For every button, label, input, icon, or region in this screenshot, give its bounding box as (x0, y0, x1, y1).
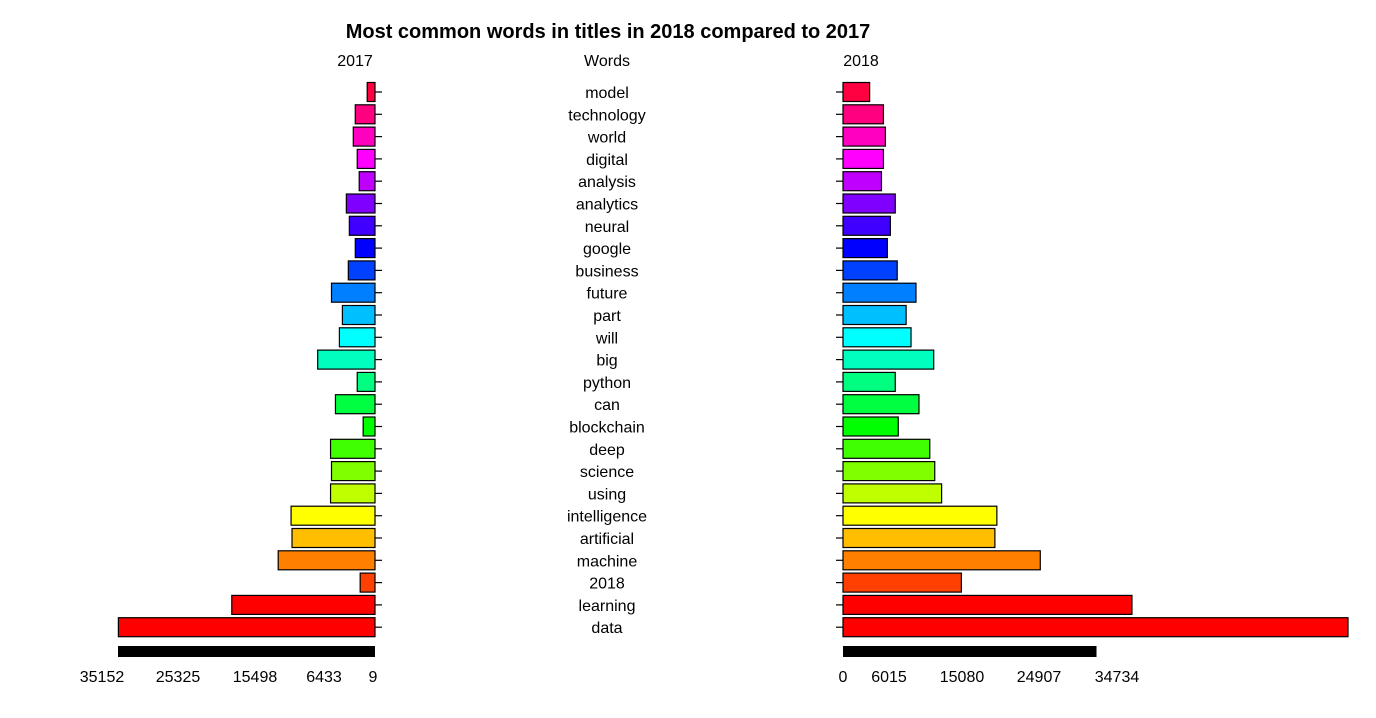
bar-2017-machine (277, 550, 376, 571)
bar-2018-using (842, 483, 943, 504)
bar-2017-analysis (358, 171, 376, 192)
bar-2017-model (366, 81, 376, 103)
word-label-world: world (587, 130, 626, 147)
bar-2017-intelligence (290, 505, 376, 526)
right-axis-tick-label: 34734 (1095, 669, 1140, 686)
word-labels-group: model technology world digital analysis analy… (567, 85, 647, 637)
bar-2018-deep (842, 438, 931, 459)
right-axis-tick-label: 0 (839, 669, 848, 686)
bar-2018-data (842, 617, 1349, 638)
word-label-google: google (583, 241, 631, 258)
left-axis-tick-label: 25325 (156, 669, 201, 686)
bar-2017-learning (231, 594, 376, 616)
bar-2017-data (117, 617, 376, 638)
word-label-part: part (593, 308, 621, 325)
word-label-deep: deep (589, 442, 625, 459)
word-label-big: big (596, 353, 617, 370)
bar-2017-will (338, 327, 376, 348)
bar-2017-world (352, 126, 376, 147)
bar-2018-python (842, 371, 896, 392)
word-label-learning: learning (579, 598, 636, 615)
bar-2017-neural (348, 215, 376, 236)
bar-2017-artificial (291, 527, 376, 549)
word-label-analytics: analytics (576, 197, 638, 214)
bar-2017-blockchain (362, 416, 376, 437)
word-label-data: data (591, 620, 622, 637)
bar-2018-science (842, 461, 936, 482)
bar-2018-analysis (842, 171, 883, 192)
left-axis: 35152 25325 15498 6433 9 (80, 646, 378, 686)
bar-2018-2018 (842, 572, 962, 593)
bar-2018-model (842, 81, 871, 103)
word-label-model: model (585, 85, 629, 102)
bar-2018-google (842, 238, 888, 259)
word-label-using: using (588, 486, 626, 503)
bar-2018-blockchain (842, 416, 899, 437)
word-label-blockchain: blockchain (569, 420, 645, 437)
word-label-future: future (587, 286, 628, 303)
word-label-business: business (575, 263, 638, 280)
bar-2017-python (356, 371, 376, 392)
right-axis-tick-label: 24907 (1017, 669, 1062, 686)
bar-2018-machine (842, 550, 1041, 571)
bar-2017-using (329, 483, 376, 504)
bar-2018-big (842, 349, 935, 370)
word-label-artificial: artificial (580, 531, 634, 548)
right-axis-line (843, 646, 1097, 657)
left-axis-line (118, 646, 375, 657)
left-axis-tick-label: 9 (369, 669, 378, 686)
bar-2018-analytics (842, 193, 896, 214)
header-left-year: 2017 (337, 53, 373, 70)
bar-2017-google (354, 238, 376, 259)
bar-2017-future (330, 282, 376, 303)
header-words: Words (584, 53, 630, 70)
bar-2017-can (334, 394, 376, 415)
bar-2018-part (842, 304, 907, 326)
word-label-digital: digital (586, 152, 628, 169)
right-bars-group (836, 81, 1349, 638)
left-bars-group (117, 81, 382, 638)
bar-2017-part (341, 304, 376, 326)
bar-2017-2018 (359, 572, 376, 593)
bar-2017-digital (356, 148, 376, 169)
word-label-python: python (583, 375, 631, 392)
left-axis-tick-label: 35152 (80, 669, 125, 686)
word-label-science: science (580, 464, 634, 481)
right-axis: 0 6015 15080 24907 34734 (839, 646, 1140, 686)
word-label-analysis: analysis (578, 174, 636, 191)
bar-2018-world (842, 126, 887, 147)
word-label-can: can (594, 397, 620, 414)
word-label-technology: technology (568, 107, 645, 124)
word-label-intelligence: intelligence (567, 509, 647, 526)
word-label-will: will (595, 330, 618, 347)
word-label-machine: machine (577, 553, 638, 570)
bar-2018-neural (842, 215, 891, 236)
left-axis-tick-label: 6433 (306, 669, 342, 686)
bar-2018-can (842, 394, 920, 415)
right-axis-tick-label: 15080 (940, 669, 985, 686)
bar-2018-future (842, 282, 917, 303)
left-axis-tick-label: 15498 (233, 669, 278, 686)
right-axis-tick-label: 6015 (871, 669, 907, 686)
bar-2018-business (842, 260, 898, 281)
word-label-2018: 2018 (589, 576, 625, 593)
bar-2017-big (317, 349, 376, 370)
header-right-year: 2018 (843, 53, 879, 70)
bar-2018-learning (842, 594, 1133, 616)
bar-2018-digital (842, 148, 885, 169)
bar-2017-technology (354, 104, 376, 125)
bar-2018-intelligence (842, 505, 998, 526)
bar-2018-will (842, 327, 912, 348)
chart-title: Most common words in titles in 2018 comp… (346, 21, 871, 43)
bar-2017-deep (329, 438, 376, 459)
bar-2017-analytics (345, 193, 376, 214)
bar-2018-artificial (842, 527, 996, 549)
bar-2018-technology (842, 104, 885, 125)
word-label-neural: neural (585, 219, 629, 236)
bar-2017-science (330, 461, 376, 482)
bar-2017-business (347, 260, 376, 281)
